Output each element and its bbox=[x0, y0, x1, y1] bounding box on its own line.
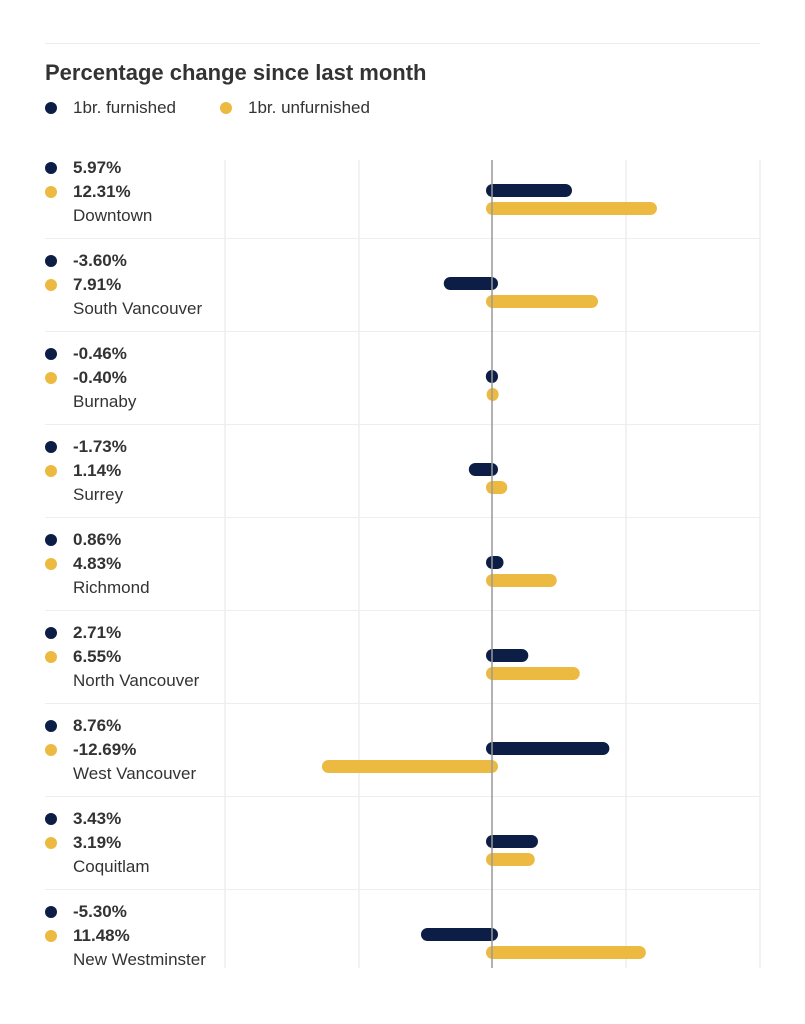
value-label-unfurnished: 7.91% bbox=[45, 273, 225, 297]
row-label-richmond: 0.86% 4.83% Richmond bbox=[45, 528, 225, 600]
bar-west-vancouver-unfurnished bbox=[321, 760, 498, 773]
value-text: -5.30% bbox=[73, 902, 127, 921]
bar-north-vancouver-unfurnished bbox=[486, 667, 580, 680]
series-dot-unfurnished bbox=[45, 372, 57, 384]
bar-coquitlam-unfurnished bbox=[486, 853, 535, 866]
legend: 1br. furnished 1br. unfurnished bbox=[45, 97, 414, 119]
series-dot-furnished bbox=[45, 441, 57, 453]
value-text: 7.91% bbox=[73, 275, 122, 294]
series-dot-furnished bbox=[45, 348, 57, 360]
value-label-furnished: -5.30% bbox=[45, 900, 225, 924]
value-label-furnished: 2.71% bbox=[45, 621, 225, 645]
value-label-furnished: 5.97% bbox=[45, 156, 225, 180]
value-text: -0.40% bbox=[73, 368, 127, 387]
value-label-furnished: 3.43% bbox=[45, 807, 225, 831]
bar-coquitlam-furnished bbox=[486, 835, 538, 848]
series-dot-furnished bbox=[45, 627, 57, 639]
value-label-unfurnished: 11.48% bbox=[45, 924, 225, 948]
value-label-furnished: 8.76% bbox=[45, 714, 225, 738]
value-text: 11.48% bbox=[73, 926, 130, 945]
chart-title: Percentage change since last month bbox=[45, 60, 427, 85]
value-label-unfurnished: 6.55% bbox=[45, 645, 225, 669]
value-text: 3.43% bbox=[73, 809, 122, 828]
legend-label-unfurnished: 1br. unfurnished bbox=[248, 98, 370, 117]
bar-downtown-unfurnished bbox=[486, 202, 657, 215]
series-dot-unfurnished bbox=[45, 558, 57, 570]
legend-item-furnished: 1br. furnished bbox=[45, 98, 176, 118]
value-text: 8.76% bbox=[73, 716, 122, 735]
row-label-north-vancouver: 2.71% 6.55% North Vancouver bbox=[45, 621, 225, 693]
value-text: 6.55% bbox=[73, 647, 122, 666]
series-dot-furnished bbox=[45, 720, 57, 732]
series-dot-furnished bbox=[45, 162, 57, 174]
bar-new-westminster-furnished bbox=[420, 928, 498, 941]
value-text: -0.46% bbox=[73, 344, 127, 363]
legend-dot-unfurnished bbox=[220, 102, 233, 114]
value-text: -1.73% bbox=[73, 437, 127, 456]
value-text: 12.31% bbox=[73, 182, 131, 201]
legend-label-furnished: 1br. furnished bbox=[73, 98, 177, 117]
series-dot-unfurnished bbox=[45, 651, 57, 663]
series-dot-furnished bbox=[45, 813, 57, 825]
value-text: 2.71% bbox=[73, 623, 122, 642]
row-label-burnaby: -0.46% -0.40% Burnaby bbox=[45, 342, 225, 414]
row-label-coquitlam: 3.43% 3.19% Coquitlam bbox=[45, 807, 225, 879]
value-label-furnished: -0.46% bbox=[45, 342, 225, 366]
value-label-furnished: -1.73% bbox=[45, 435, 225, 459]
value-label-unfurnished: 4.83% bbox=[45, 552, 225, 576]
row-label-downtown: 5.97% 12.31% Downtown bbox=[45, 156, 225, 228]
row-label-west-vancouver: 8.76% -12.69% West Vancouver bbox=[45, 714, 225, 786]
row-label-surrey: -1.73% 1.14% Surrey bbox=[45, 435, 225, 507]
series-dot-furnished bbox=[45, 906, 57, 918]
series-dot-unfurnished bbox=[45, 837, 57, 849]
category-label: New Westminster bbox=[73, 950, 206, 969]
category-label: Richmond bbox=[73, 578, 150, 597]
bar-west-vancouver-furnished bbox=[486, 742, 610, 755]
value-text: -3.60% bbox=[73, 251, 127, 270]
bar-new-westminster-unfurnished bbox=[486, 946, 646, 959]
value-text: 0.86% bbox=[73, 530, 122, 549]
category-label: Coquitlam bbox=[73, 857, 150, 876]
category-label: West Vancouver bbox=[73, 764, 197, 783]
value-label-unfurnished: 1.14% bbox=[45, 459, 225, 483]
bar-richmond-furnished bbox=[486, 556, 504, 569]
series-dot-furnished bbox=[45, 534, 57, 546]
value-label-furnished: -3.60% bbox=[45, 249, 225, 273]
category-label: Surrey bbox=[73, 485, 124, 504]
series-dot-furnished bbox=[45, 255, 57, 267]
bar-south-vancouver-furnished bbox=[443, 277, 498, 290]
row-label-new-westminster: -5.30% 11.48% New Westminster bbox=[45, 900, 225, 972]
value-text: 5.97% bbox=[73, 158, 122, 177]
value-label-unfurnished: 12.31% bbox=[45, 180, 225, 204]
row-label-south-vancouver: -3.60% 7.91% South Vancouver bbox=[45, 249, 225, 321]
bar-surrey-unfurnished bbox=[486, 481, 508, 494]
series-dot-unfurnished bbox=[45, 744, 57, 756]
category-label: North Vancouver bbox=[73, 671, 200, 690]
series-dot-unfurnished bbox=[45, 279, 57, 291]
category-label: South Vancouver bbox=[73, 299, 203, 318]
series-dot-unfurnished bbox=[45, 465, 57, 477]
bar-richmond-unfurnished bbox=[486, 574, 557, 587]
category-label: Downtown bbox=[73, 206, 153, 225]
legend-dot-furnished bbox=[45, 102, 57, 114]
value-label-unfurnished: -0.40% bbox=[45, 366, 225, 390]
series-dot-unfurnished bbox=[45, 186, 57, 198]
value-text: 3.19% bbox=[73, 833, 122, 852]
legend-item-unfurnished: 1br. unfurnished bbox=[220, 98, 370, 118]
value-text: 1.14% bbox=[73, 461, 122, 480]
value-label-unfurnished: 3.19% bbox=[45, 831, 225, 855]
series-dot-unfurnished bbox=[45, 930, 57, 942]
value-label-unfurnished: -12.69% bbox=[45, 738, 225, 762]
bar-north-vancouver-furnished bbox=[486, 649, 529, 662]
value-label-furnished: 0.86% bbox=[45, 528, 225, 552]
bar-surrey-furnished bbox=[468, 463, 498, 476]
category-label: Burnaby bbox=[73, 392, 137, 411]
bar-south-vancouver-unfurnished bbox=[486, 295, 598, 308]
value-text: -12.69% bbox=[73, 740, 137, 759]
bar-downtown-furnished bbox=[486, 184, 572, 197]
value-text: 4.83% bbox=[73, 554, 122, 573]
top-divider bbox=[45, 43, 760, 44]
